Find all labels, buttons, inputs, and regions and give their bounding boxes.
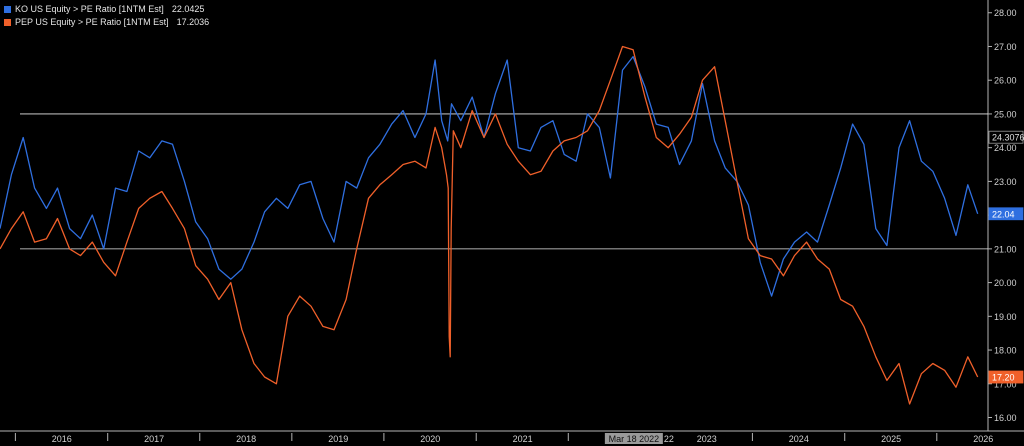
y-tick-label: 19.00: [994, 312, 1017, 322]
legend-entry-pep[interactable]: PEP US Equity > PE Ratio [1NTM Est] 17.2…: [4, 16, 209, 29]
x-tick-label: 2024: [789, 434, 809, 444]
series-line-pep: [0, 45, 979, 405]
value-marker-box-outline: [988, 130, 1024, 144]
x-tick-label: 2019: [328, 434, 348, 444]
legend-label-ko: KO US Equity > PE Ratio [1NTM Est]: [15, 4, 164, 14]
x-tick-label: 2026: [973, 434, 993, 444]
x-tick-label: 2020: [420, 434, 440, 444]
y-tick-label: 24.00: [994, 143, 1017, 153]
value-marker-label-ko: 22.04: [992, 209, 1015, 219]
value-marker-box-pep: [988, 370, 1024, 384]
y-tick-label: 25.00: [994, 109, 1017, 119]
x-tick-label: 2025: [881, 434, 901, 444]
x-tick-label: 2017: [144, 434, 164, 444]
y-tick-label: 28.00: [994, 8, 1017, 18]
y-tick-label: 23.00: [994, 177, 1017, 187]
legend-entry-ko[interactable]: KO US Equity > PE Ratio [1NTM Est] 22.04…: [4, 3, 209, 16]
chart-legend: KO US Equity > PE Ratio [1NTM Est] 22.04…: [4, 3, 209, 29]
y-tick-label: 27.00: [994, 42, 1017, 52]
x-tick-label: 2018: [236, 434, 256, 444]
series-line-ko: [0, 55, 979, 297]
legend-value-pep: 17.2036: [176, 17, 210, 27]
crosshair-trailing-label: 22: [664, 434, 674, 444]
y-tick-label: 17.00: [994, 379, 1017, 389]
y-tick-label: 21.00: [994, 244, 1017, 254]
value-marker-box-ko: [988, 207, 1024, 221]
legend-label-pep: PEP US Equity > PE Ratio [1NTM Est]: [15, 17, 169, 27]
y-tick-label: 18.00: [994, 346, 1017, 356]
legend-swatch-ko: [4, 6, 11, 13]
y-tick-label: 16.00: [994, 413, 1017, 423]
x-tick-label: 2023: [697, 434, 717, 444]
legend-swatch-pep: [4, 19, 11, 26]
y-tick-label: 20.00: [994, 278, 1017, 288]
value-marker-label-pep: 17.20: [992, 373, 1015, 383]
y-tick-label: 26.00: [994, 76, 1017, 86]
x-tick-label: 2016: [52, 434, 72, 444]
x-tick-label: 2021: [513, 434, 533, 444]
legend-value-ko: 22.0425: [171, 4, 205, 14]
crosshair-date-box: [604, 433, 663, 444]
crosshair-date-label: Mar 18 2022: [609, 434, 660, 444]
value-marker-label-outline: 24.3076: [992, 133, 1024, 143]
